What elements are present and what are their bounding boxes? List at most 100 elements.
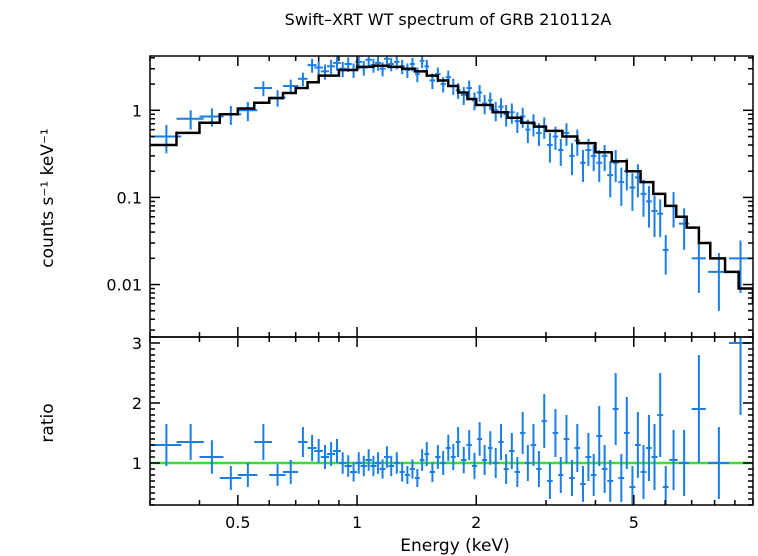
spectrum-data-point [254,81,273,97]
spectrum-data-point [590,144,597,172]
ratio-data-point [509,433,515,469]
ratio-data-point [651,424,658,490]
ratio-data-point [590,454,597,496]
x-tick-label: 1 [352,513,362,532]
ratio-data-point [657,373,664,457]
spectrum-data-point [460,87,467,106]
spectrum-y-tick-label: 1 [132,101,142,120]
spectrum-data-point [569,143,575,176]
spectrum-data-point [466,80,472,98]
ratio-y-tick-label: 3 [132,334,142,353]
ratio-data-point [514,457,521,487]
spectrum-data-point [729,240,752,293]
ratio-data-point [669,430,678,490]
spectrum-data-point [237,101,258,122]
ratio-data-point [503,454,509,484]
ratio-data-point [482,445,488,475]
ratio-data-point [530,424,537,466]
ratio-data-point [585,433,592,481]
spectrum-data-point [601,144,608,172]
ratio-data-point [574,424,581,472]
ratio-data-point [370,455,377,477]
spectrum-data-point [691,240,706,293]
ratio-data-point [455,427,461,457]
spectrum-data-point [365,56,372,68]
ratio-data-point [536,451,542,487]
spectrum-data-point [563,123,570,146]
ratio-data-point [435,445,441,469]
ratio-data-point [399,462,405,482]
ratio-data-point [409,459,415,479]
ratio-data-point [237,463,258,487]
spectrum-frame [149,55,754,338]
spectrum-data-point [487,92,493,111]
ratio-data-point [601,445,608,493]
ratio-data-point [269,464,286,486]
spectrum-data-point [547,132,553,163]
ratio-data-point [569,460,575,496]
ratio-y-axis-label: ratio [38,403,58,442]
ratio-data-point [350,462,358,482]
spectrum-data-point [498,98,504,118]
ratio-data-point [199,440,224,474]
ratio-data-point [691,355,706,463]
ratio-data-point [629,466,636,505]
spectrum-data-point [657,199,664,238]
spectrum-data-point [477,85,483,102]
ratio-data-point [618,454,625,502]
ratio-data-point [477,422,483,456]
ratio-data-point [541,394,547,448]
spectrum-data-point [514,112,521,133]
ratio-data-point [419,449,425,471]
ratio-data-point [552,409,559,457]
ratio-data-point [384,446,390,468]
spectrum-data-point [607,161,614,198]
ratio-data-point [471,452,478,480]
ratio-data-point [282,460,299,484]
ratio-data-point [404,466,410,484]
spectrum-data-point [388,57,395,72]
spectrum-y-axis-label: counts s⁻¹ keV⁻¹ [38,128,58,267]
ratio-data-point [338,452,347,474]
ratio-data-point [646,415,652,481]
ratio-frame [149,336,754,506]
ratio-data-point [678,430,690,496]
ratio-data-point [360,455,368,477]
spectrum-data-point [646,186,652,228]
ratio-data-point [563,415,570,463]
ratio-data-point [307,434,317,462]
spectrum-data-point [282,79,299,94]
ratio-data-point [254,424,273,460]
ratio-data-point [327,442,336,466]
ratio-data-point [466,430,472,460]
spectrum-data-point [596,150,603,183]
x-tick-label: 2 [471,513,481,532]
ratio-data-point [374,452,382,474]
ratio-data-point [460,446,467,474]
ratio-y-tick-label: 1 [132,454,142,473]
ratio-data-point [708,427,730,499]
ratio-data-point [547,463,553,499]
ratio-data-point [176,424,204,460]
ratio-data-point [623,397,630,469]
ratio-data-point [635,412,641,478]
spectrum-data-point [404,63,410,78]
ratio-data-point [612,373,619,445]
ratio-plot-area [150,337,753,505]
spectrum-data-point [580,150,586,183]
ratio-data-point [379,459,386,479]
spectrum-data-point [333,56,341,71]
ratio-data-point [445,434,451,462]
ratio-data-point [298,427,308,457]
spectrum-data-point [374,56,382,71]
spectrum-data-point [651,195,658,238]
ratio-data-point [580,466,586,502]
spectrum-data-point [419,56,425,69]
spectrum-data-point [360,60,368,76]
ratio-data-point [525,445,531,481]
ratio-data-point [219,466,242,490]
spectrum-data-point [558,138,564,166]
ratio-data-point [429,461,436,483]
spectrum-data-point [612,150,619,183]
